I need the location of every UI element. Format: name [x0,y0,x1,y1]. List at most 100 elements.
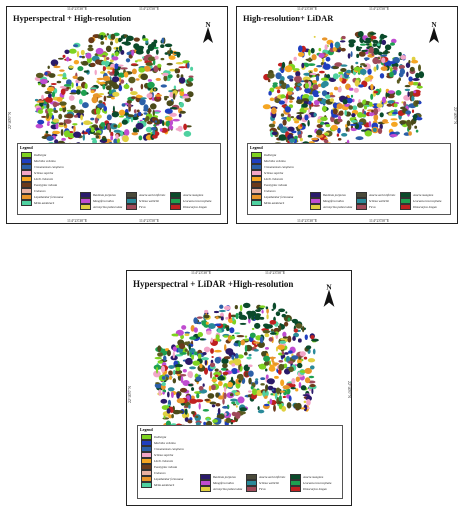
map-patch [287,113,291,118]
map-patch [160,127,168,133]
map-patch [248,353,252,357]
map-patch [296,362,303,369]
legend-swatch [200,485,211,492]
map-patch [389,134,398,137]
map-patch [162,72,169,77]
map-patch [361,129,366,132]
map-patch [251,315,255,321]
map-patch [308,95,314,102]
map-patch [381,96,387,104]
map-patch [349,123,357,126]
map-patch [329,98,335,102]
map-patch [400,55,407,60]
legend-swatch [200,473,211,480]
map-patch [64,49,70,54]
map-patch [189,366,197,370]
map-patch [389,71,394,78]
map-patch [234,332,241,335]
map-patch [63,130,71,138]
map-patch [282,331,287,338]
map-patch [83,120,92,125]
map-patch [59,101,67,106]
map-patch [113,32,120,37]
map-patch [87,47,94,52]
map-patch [73,114,78,118]
map-patch [162,120,165,127]
map-patch [282,336,289,339]
map-patch [211,356,214,359]
map-patch [143,65,151,72]
map-patch [61,137,66,141]
map-patch [253,341,260,344]
map-patch [126,100,132,104]
map-patch [278,403,283,410]
legend-label: Litchi chinensis [154,458,173,463]
panel-title: Hyperspectral + LiDAR +High-resolution [133,279,294,289]
map-patch [348,87,354,91]
map-patch [316,65,323,68]
map-patch [297,338,302,343]
legend-swatch [21,193,32,200]
map-patch [162,391,165,395]
map-patch [236,335,245,338]
map-patch [180,88,184,92]
map-patch [355,61,359,65]
map-patch [320,77,329,81]
map-patch [131,63,138,66]
legend-entry: Dimocarpus longan [290,485,327,492]
map-patch [215,316,219,320]
map-patch [196,316,203,319]
map-patch [284,65,293,73]
map-patch [56,80,62,84]
coord-top-1: 114°23'30"E [297,6,318,11]
map-patch [155,382,160,385]
legend-label: Ficus [259,486,266,491]
map-patch [167,391,170,398]
map-patch [271,131,278,136]
map-patch [76,89,81,95]
map-patch [185,131,189,135]
map-patch [271,107,277,115]
map-patch [98,93,105,96]
map-patch [90,62,96,67]
map-patch [309,104,312,110]
legend-entry: Dimocarpus longan [170,203,207,210]
map-patch [381,39,387,46]
map-patch [291,319,298,322]
map-patch [193,317,198,324]
map-patch [172,118,180,122]
map-patch [239,304,243,312]
legend-label: Dimocarpus longan [413,204,437,209]
map-patch [373,108,379,115]
legend-entry: Leucaena leucocephala [170,197,211,204]
legend-label: Unknown [34,188,46,193]
map-patch [90,117,95,121]
map-patch [364,130,372,137]
map-patch [321,80,329,87]
map-patch [62,77,68,80]
map-patch [110,135,114,141]
map-patch [273,327,280,334]
map-patch [248,377,252,385]
map-patch [243,351,248,356]
map-patch [320,98,328,105]
map-patch [157,63,162,68]
map-patch [287,90,293,96]
map-patch [60,88,66,95]
map-patch [52,101,58,108]
map-patch [188,75,194,78]
legend-label: Eucalyptus robusta [264,182,288,187]
map-patch [112,105,115,113]
map-patch [412,113,418,121]
map-patch [271,356,274,363]
map-patch [169,408,174,413]
map-patch [379,33,385,40]
map-patch [161,365,166,373]
map-patch [294,120,300,124]
map-patch [117,72,125,78]
map-patch [340,64,348,67]
map-patch [130,116,134,123]
legend-swatch [310,197,321,204]
legend-entry: Acacia mangium [290,473,323,480]
legend-entry: Schima wallichii [246,479,279,486]
